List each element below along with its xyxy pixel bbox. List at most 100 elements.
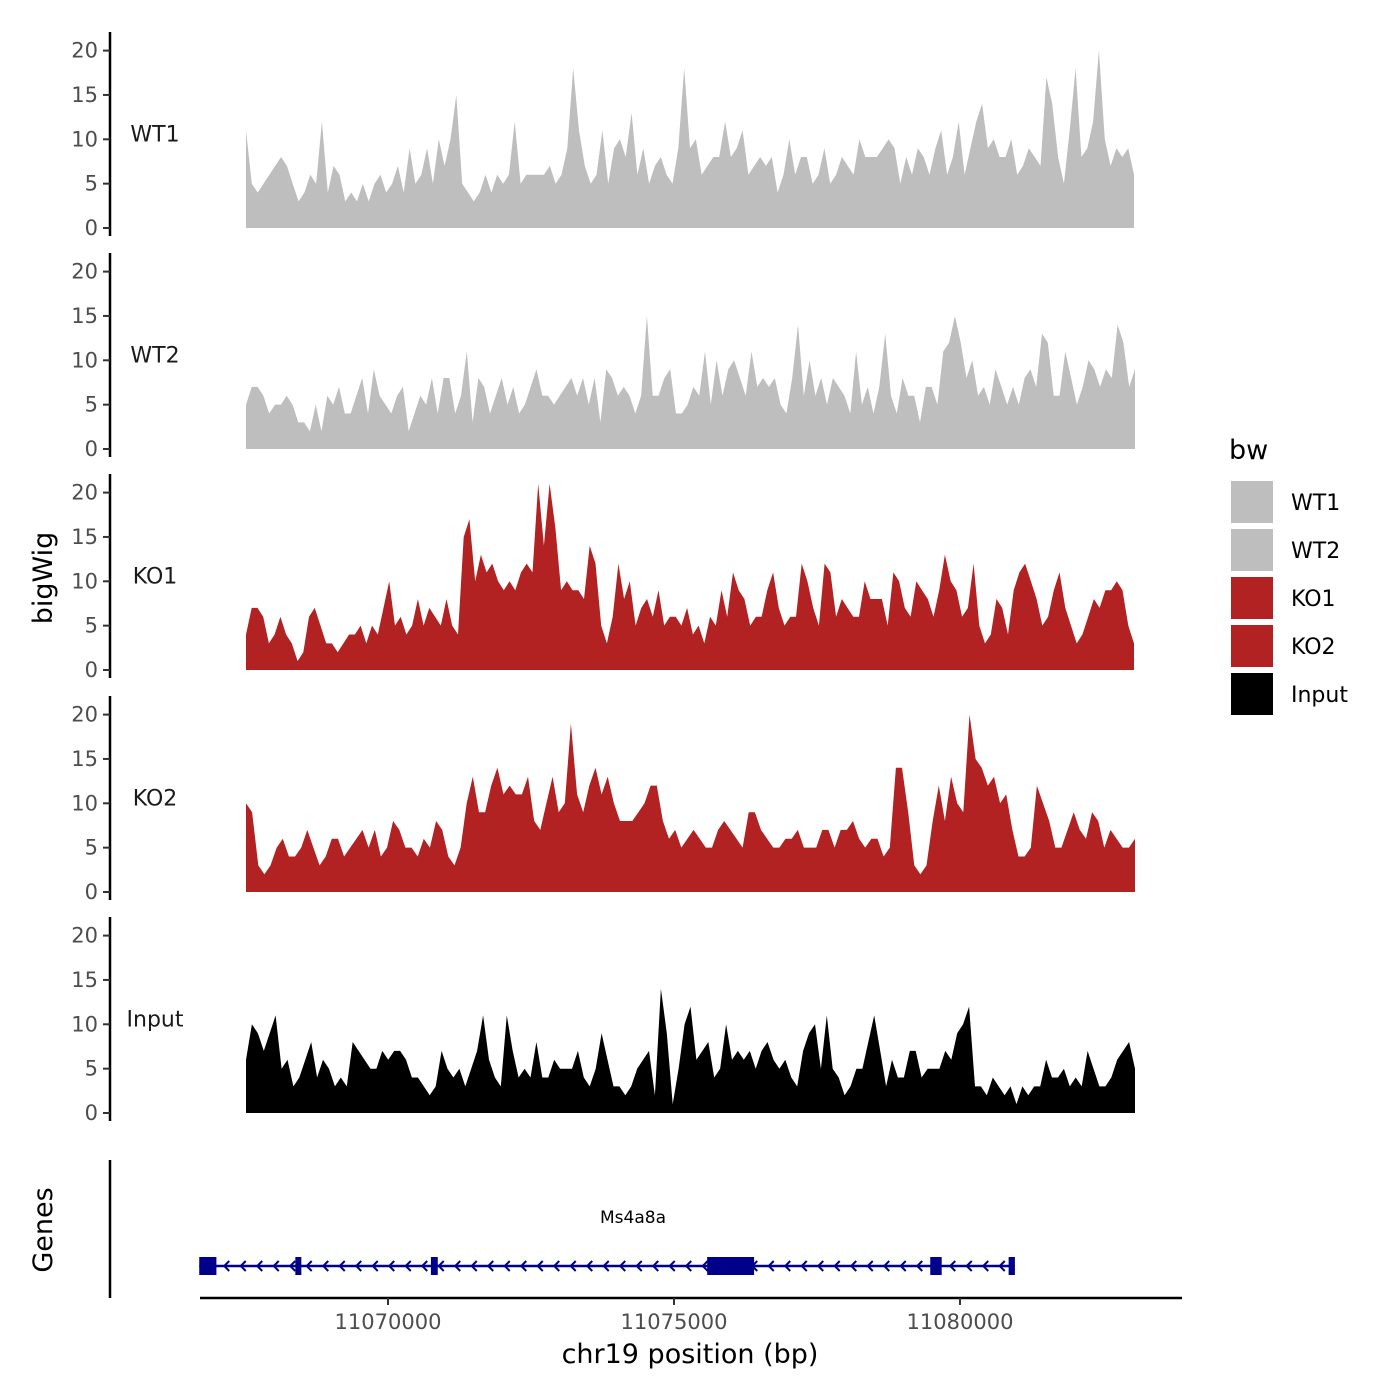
legend-swatch-wt2 bbox=[1229, 527, 1275, 573]
gene-strand-arrow bbox=[948, 1260, 956, 1272]
gene-exon-2 bbox=[295, 1257, 302, 1275]
gene-exon-1 bbox=[199, 1257, 217, 1275]
gene-strand-arrow bbox=[437, 1260, 445, 1272]
gene-strand-arrow bbox=[816, 1260, 824, 1272]
gene-strand-arrow bbox=[486, 1260, 494, 1272]
gene-strand-arrow bbox=[783, 1260, 791, 1272]
x-tick-label-11075000: 11075000 bbox=[621, 1310, 728, 1334]
gene-strand-arrow bbox=[420, 1260, 428, 1272]
y-tick-label-wt2-5: 5 bbox=[85, 393, 98, 417]
gene-strand-arrow bbox=[552, 1260, 560, 1272]
area-wt1 bbox=[246, 50, 1134, 228]
gene-strand-arrow bbox=[998, 1260, 1006, 1272]
gene-strand-arrow bbox=[833, 1260, 841, 1272]
x-axis-title: chr19 position (bp) bbox=[562, 1339, 819, 1370]
y-tick-label-ko2-15: 15 bbox=[71, 747, 98, 771]
gene-strand-arrow bbox=[536, 1260, 544, 1272]
area-input bbox=[246, 988, 1135, 1113]
gene-strand-arrow bbox=[354, 1260, 362, 1272]
y-tick-label-wt2-0: 0 bbox=[85, 437, 98, 461]
genes-panel-title: Genes bbox=[28, 1187, 59, 1272]
y-tick-label-input-15: 15 bbox=[71, 968, 98, 992]
legend-label-wt1: WT1 bbox=[1291, 491, 1340, 516]
gene-strand-arrow bbox=[668, 1260, 676, 1272]
x-tick-label-11070000: 11070000 bbox=[335, 1310, 442, 1334]
y-tick-label-ko1-15: 15 bbox=[71, 525, 98, 549]
legend-label-ko1: KO1 bbox=[1291, 587, 1336, 612]
gene-strand-arrow bbox=[288, 1260, 296, 1272]
legend-swatch-input bbox=[1229, 671, 1275, 717]
y-axis-title: bigWig bbox=[28, 532, 59, 625]
y-tick-label-wt2-15: 15 bbox=[71, 304, 98, 328]
y-tick-label-ko2-20: 20 bbox=[71, 703, 98, 727]
legend-swatch-wt1 bbox=[1229, 479, 1275, 525]
y-tick-label-ko1-0: 0 bbox=[85, 658, 98, 682]
y-tick-label-wt2-10: 10 bbox=[71, 348, 98, 372]
gene-strand-arrow bbox=[635, 1260, 643, 1272]
track-label-input: Input bbox=[127, 1007, 184, 1032]
gene-strand-arrow bbox=[965, 1260, 973, 1272]
y-tick-label-wt1-15: 15 bbox=[71, 83, 98, 107]
gene-strand-arrow bbox=[305, 1260, 313, 1272]
gene-strand-arrow bbox=[866, 1260, 874, 1272]
y-tick-label-input-10: 10 bbox=[71, 1012, 98, 1036]
gene-strand-arrow bbox=[222, 1260, 230, 1272]
area-ko1 bbox=[246, 483, 1134, 670]
y-tick-label-ko1-5: 5 bbox=[85, 614, 98, 638]
gene-exon-6 bbox=[1008, 1257, 1015, 1275]
legend-swatch-ko1 bbox=[1229, 575, 1275, 621]
gene-strand-arrow bbox=[255, 1260, 263, 1272]
gene-strand-arrow bbox=[453, 1260, 461, 1272]
gene-strand-arrow bbox=[899, 1260, 907, 1272]
gene-strand-arrow bbox=[701, 1260, 709, 1272]
legend-label-ko2: KO2 bbox=[1291, 635, 1336, 660]
gene-exon-4 bbox=[707, 1257, 755, 1275]
y-tick-label-wt1-5: 5 bbox=[85, 172, 98, 196]
gene-exon-5 bbox=[930, 1257, 942, 1275]
gene-strand-arrow bbox=[800, 1260, 808, 1272]
x-tick-label-11080000: 11080000 bbox=[907, 1310, 1014, 1334]
y-tick-label-wt1-20: 20 bbox=[71, 39, 98, 63]
gene-strand-arrow bbox=[618, 1260, 626, 1272]
track-label-wt1: WT1 bbox=[130, 122, 179, 147]
gene-strand-arrow bbox=[849, 1260, 857, 1272]
gene-strand-arrow bbox=[569, 1260, 577, 1272]
gene-strand-arrow bbox=[981, 1260, 989, 1272]
track-label-wt2: WT2 bbox=[130, 343, 179, 368]
y-tick-label-ko2-5: 5 bbox=[85, 836, 98, 860]
y-tick-label-input-0: 0 bbox=[85, 1101, 98, 1125]
gene-strand-arrow bbox=[470, 1260, 478, 1272]
track-label-ko1: KO1 bbox=[133, 564, 178, 589]
gene-strand-arrow bbox=[321, 1260, 329, 1272]
gene-strand-arrow bbox=[404, 1260, 412, 1272]
gene-strand-arrow bbox=[519, 1260, 527, 1272]
gene-strand-arrow bbox=[585, 1260, 593, 1272]
legend-swatch-ko2 bbox=[1229, 623, 1275, 669]
y-tick-label-ko1-10: 10 bbox=[71, 569, 98, 593]
gene-name-label: Ms4a8a bbox=[600, 1208, 666, 1228]
gene-strand-arrow bbox=[239, 1260, 247, 1272]
legend-label-input: Input bbox=[1291, 683, 1348, 708]
gene-strand-arrow bbox=[767, 1260, 775, 1272]
y-tick-label-ko1-20: 20 bbox=[71, 481, 98, 505]
gene-strand-arrow bbox=[915, 1260, 923, 1272]
gene-strand-arrow bbox=[387, 1260, 395, 1272]
y-tick-label-ko2-0: 0 bbox=[85, 880, 98, 904]
area-wt2 bbox=[246, 316, 1135, 449]
gene-strand-arrow bbox=[503, 1260, 511, 1272]
y-tick-label-wt1-0: 0 bbox=[85, 216, 98, 240]
gene-strand-arrow bbox=[684, 1260, 692, 1272]
gene-strand-arrow bbox=[602, 1260, 610, 1272]
y-tick-label-input-5: 5 bbox=[85, 1057, 98, 1081]
gene-strand-arrow bbox=[651, 1260, 659, 1272]
gene-strand-arrow bbox=[272, 1260, 280, 1272]
track-label-ko2: KO2 bbox=[133, 786, 178, 811]
legend-title: bw bbox=[1229, 435, 1268, 466]
gene-strand-arrow bbox=[338, 1260, 346, 1272]
gene-strand-arrow bbox=[882, 1260, 890, 1272]
gene-strand-arrow bbox=[371, 1260, 379, 1272]
area-ko2 bbox=[246, 714, 1135, 892]
y-tick-label-wt2-20: 20 bbox=[71, 260, 98, 284]
